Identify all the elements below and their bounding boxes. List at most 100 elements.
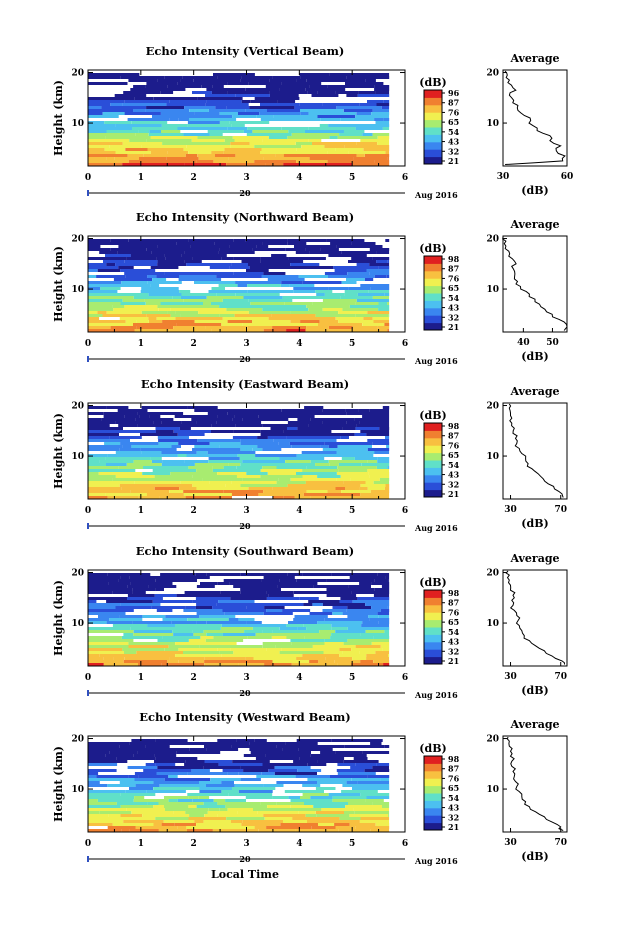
echo-cell bbox=[242, 820, 283, 823]
echo-cell bbox=[88, 609, 134, 612]
echo-cell bbox=[169, 329, 212, 332]
x-tick-label: 4 bbox=[296, 506, 302, 516]
echo-cell bbox=[142, 472, 171, 475]
echo-cell bbox=[279, 579, 297, 582]
echo-cell bbox=[376, 103, 390, 106]
echo-cell bbox=[286, 436, 295, 439]
echo-cell bbox=[240, 439, 274, 442]
echo-cell bbox=[238, 618, 255, 621]
echo-cell bbox=[252, 320, 291, 323]
echo-cell bbox=[176, 751, 221, 754]
echo-cell bbox=[161, 663, 205, 666]
echo-cell bbox=[382, 127, 390, 130]
echo-cell bbox=[367, 100, 384, 103]
echo-cell bbox=[141, 287, 179, 290]
echo-cell bbox=[265, 163, 284, 166]
echo-cell bbox=[309, 85, 328, 88]
echo-cell bbox=[352, 787, 390, 790]
echo-cell bbox=[349, 823, 376, 826]
echo-cell bbox=[266, 648, 282, 651]
echo-cell bbox=[124, 260, 158, 263]
echo-cell bbox=[88, 742, 130, 745]
echo-cell bbox=[346, 609, 381, 612]
echo-cell bbox=[137, 751, 177, 754]
echo-cell bbox=[177, 454, 187, 457]
echo-cell bbox=[146, 484, 193, 487]
echo-cell bbox=[293, 760, 318, 763]
echo-cell bbox=[181, 421, 197, 424]
x-tick-label: 0 bbox=[85, 673, 91, 683]
echo-cell bbox=[332, 612, 343, 615]
echo-cell bbox=[303, 493, 325, 496]
echo-cell bbox=[103, 412, 138, 415]
echo-cell bbox=[189, 814, 205, 817]
echo-cell bbox=[239, 457, 261, 460]
echo-cell bbox=[381, 106, 390, 109]
echo-cell bbox=[88, 487, 122, 490]
echo-cell bbox=[281, 409, 323, 412]
echo-cell bbox=[137, 424, 182, 427]
echo-cell bbox=[88, 323, 133, 326]
echo-cell bbox=[256, 245, 269, 248]
colorbar-segment bbox=[424, 763, 442, 772]
echo-cell bbox=[245, 109, 267, 112]
y-tick-label: 10 bbox=[71, 619, 84, 629]
echo-cell bbox=[307, 91, 318, 94]
echo-cell bbox=[294, 245, 337, 248]
echo-cell bbox=[252, 448, 263, 451]
echo-cell bbox=[301, 145, 325, 148]
echo-cell bbox=[110, 103, 123, 106]
echo-cell bbox=[243, 754, 266, 757]
echo-cell bbox=[241, 823, 281, 826]
echo-cell bbox=[362, 133, 373, 136]
echo-cell bbox=[88, 136, 106, 139]
echo-cell bbox=[324, 293, 345, 296]
echo-cell bbox=[366, 654, 388, 657]
echo-cell bbox=[170, 308, 189, 311]
echo-cell bbox=[106, 130, 139, 133]
echo-cell bbox=[326, 820, 338, 823]
echo-cell bbox=[147, 802, 159, 805]
colorbar-tick-label: 98 bbox=[448, 588, 460, 598]
echo-cell bbox=[378, 615, 390, 618]
echo-cell bbox=[88, 648, 123, 651]
echo-cell bbox=[322, 603, 366, 606]
echo-cell bbox=[194, 112, 220, 115]
colorbar-tick-label: 32 bbox=[448, 312, 459, 322]
echo-cell bbox=[183, 490, 224, 493]
echo-cell bbox=[110, 239, 129, 242]
echo-cell bbox=[343, 109, 373, 112]
echo-cell bbox=[192, 475, 237, 478]
echo-cell bbox=[171, 305, 220, 308]
echo-cell bbox=[140, 448, 177, 451]
echo-cell bbox=[283, 496, 295, 499]
echo-cell bbox=[341, 457, 355, 460]
echo-cell bbox=[88, 293, 124, 296]
echo-cell bbox=[238, 772, 262, 775]
echo-cell bbox=[231, 124, 245, 127]
echo-cell bbox=[88, 305, 113, 308]
echo-cell bbox=[384, 293, 390, 296]
profile-y-tick-label: 10 bbox=[486, 619, 499, 629]
echo-cell bbox=[345, 805, 383, 808]
echo-cell bbox=[314, 88, 346, 91]
echo-cell bbox=[120, 814, 143, 817]
echo-cell bbox=[158, 439, 198, 442]
colorbar-segment bbox=[424, 445, 442, 454]
echo-cell bbox=[163, 651, 183, 654]
echo-cell bbox=[325, 657, 353, 660]
echo-cell bbox=[339, 817, 361, 820]
echo-cell bbox=[211, 151, 224, 154]
echo-cell bbox=[88, 829, 122, 832]
echo-cell bbox=[88, 775, 97, 778]
echo-cell bbox=[148, 293, 182, 296]
echo-cell bbox=[296, 487, 336, 490]
echo-cell bbox=[176, 594, 223, 597]
echo-cell bbox=[334, 823, 350, 826]
echo-cell bbox=[124, 651, 137, 654]
echo-cell bbox=[217, 648, 231, 651]
echo-cell bbox=[330, 296, 341, 299]
x-tick-label: 2 bbox=[191, 506, 197, 516]
echo-cell bbox=[273, 439, 309, 442]
